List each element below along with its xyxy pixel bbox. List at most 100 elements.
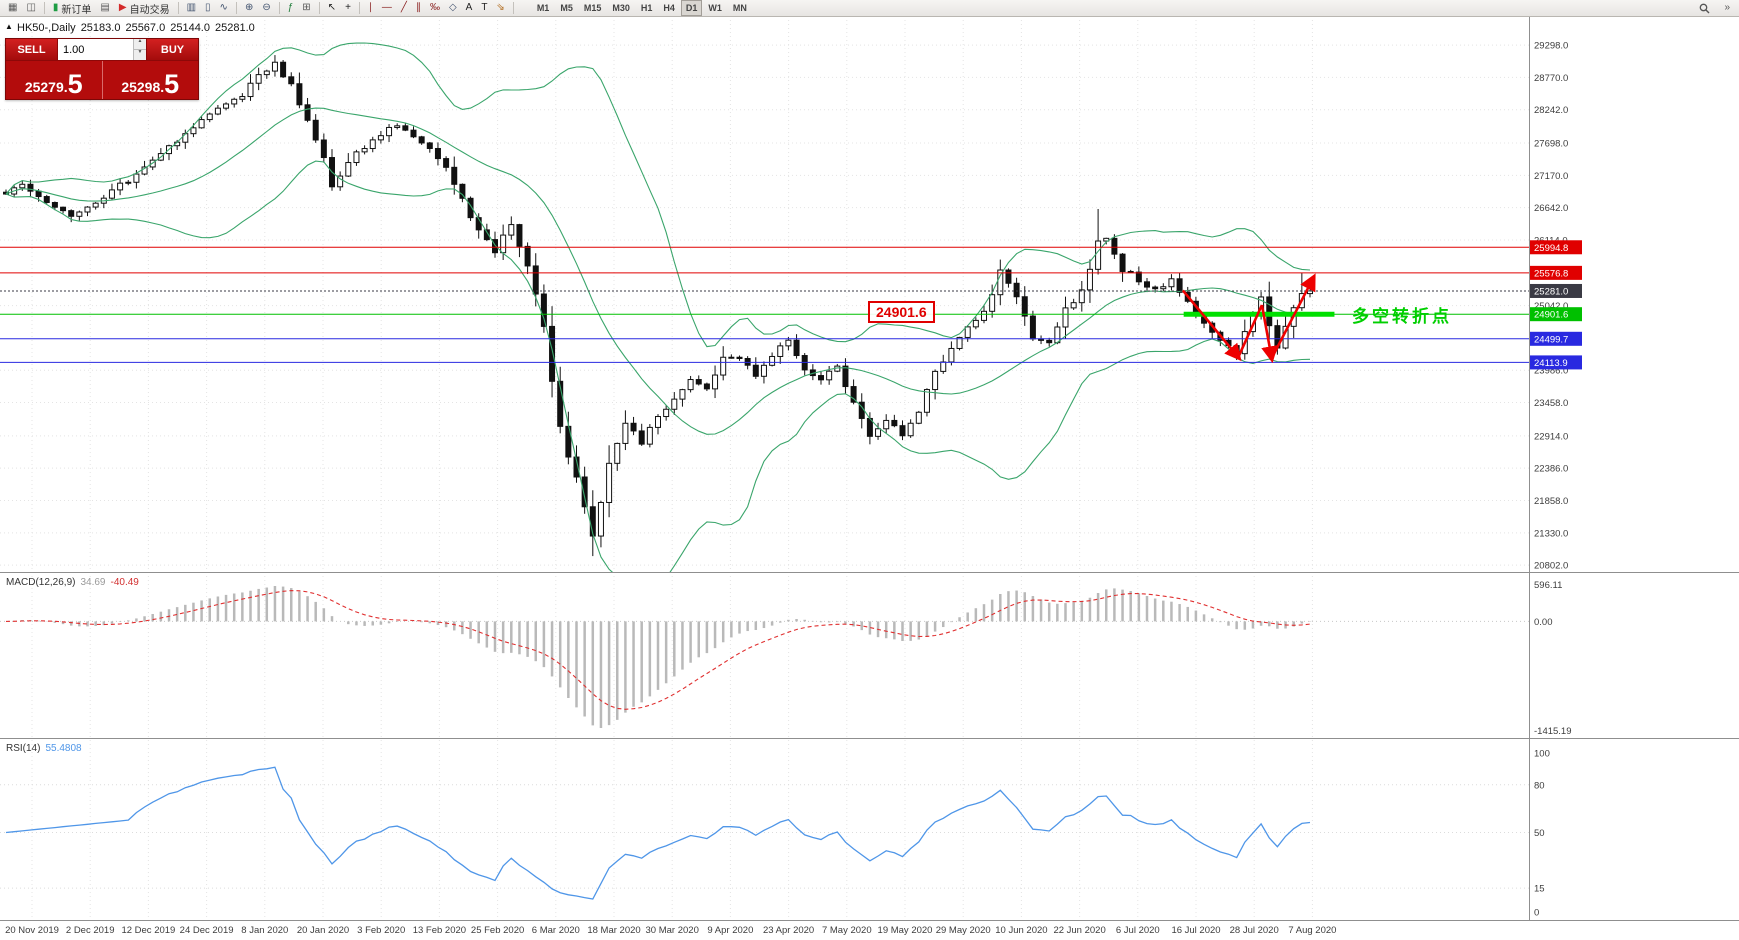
price-tag: 25994.8 bbox=[1530, 240, 1582, 255]
ohlc-low: 25144.0 bbox=[170, 22, 210, 34]
profiles-icon: ⊞ bbox=[302, 2, 311, 13]
macd-pane bbox=[0, 586, 1529, 728]
indicators-icon[interactable]: ƒ bbox=[284, 1, 298, 16]
svg-text:19 May 2020: 19 May 2020 bbox=[878, 925, 933, 936]
auto-trading-button[interactable]: ▶ 自动交易 bbox=[115, 1, 174, 16]
toolbar-separator bbox=[512, 2, 514, 14]
lot-increase-button[interactable]: ▲ bbox=[134, 39, 146, 50]
svg-text:-1415.19: -1415.19 bbox=[1534, 726, 1572, 737]
vertical-line-icon[interactable]: ∣ bbox=[364, 1, 377, 16]
text-icon: A bbox=[465, 2, 473, 13]
chevron-right-icon: » bbox=[1724, 2, 1730, 13]
sell-button[interactable]: SELL bbox=[6, 39, 58, 60]
zoom-out-icon[interactable]: ⊖ bbox=[258, 1, 274, 16]
svg-text:27698.0: 27698.0 bbox=[1534, 139, 1568, 150]
lot-spinner: ▲ ▼ bbox=[133, 39, 146, 60]
svg-text:25994.8: 25994.8 bbox=[1534, 243, 1568, 254]
rsi-pane bbox=[0, 766, 1529, 900]
macd-indicator-label: MACD(12,26,9) 34.69 -40.49 bbox=[6, 577, 139, 588]
cursor-icon[interactable]: ↖ bbox=[324, 1, 340, 16]
charts-menu-icon[interactable]: ▤ bbox=[96, 1, 113, 16]
svg-text:23 Apr 2020: 23 Apr 2020 bbox=[763, 925, 814, 936]
timeframe-m5[interactable]: M5 bbox=[555, 0, 578, 16]
timeframe-m1[interactable]: M1 bbox=[532, 0, 555, 16]
toolbar-separator bbox=[43, 2, 45, 14]
search-button[interactable] bbox=[1696, 1, 1713, 16]
svg-text:22386.0: 22386.0 bbox=[1534, 464, 1568, 475]
buy-price[interactable]: 25298. 5 bbox=[101, 61, 198, 99]
timeframe-m30[interactable]: M30 bbox=[607, 0, 635, 16]
more-tools-button[interactable]: » bbox=[1721, 1, 1733, 16]
svg-text:7 May 2020: 7 May 2020 bbox=[822, 925, 872, 936]
svg-text:100: 100 bbox=[1534, 749, 1550, 760]
bar-chart-icon: ▥ bbox=[186, 2, 197, 13]
toolbar-separator bbox=[235, 2, 237, 14]
auto-trading-icon: ▶ bbox=[118, 2, 127, 13]
svg-text:29 May 2020: 29 May 2020 bbox=[936, 925, 991, 936]
new-order-button-label: 新订单 bbox=[61, 4, 92, 16]
trendline-icon[interactable]: ╱ bbox=[397, 1, 411, 16]
sell-price[interactable]: 25279. 5 bbox=[6, 61, 102, 99]
svg-text:20802.0: 20802.0 bbox=[1534, 561, 1568, 572]
svg-text:3 Feb 2020: 3 Feb 2020 bbox=[357, 925, 405, 936]
candlestick-chart-icon[interactable]: ▯ bbox=[201, 1, 215, 16]
tile-windows-icon[interactable]: ◫ bbox=[22, 1, 39, 16]
arrows-icon[interactable]: ⇘ bbox=[492, 1, 508, 16]
shapes-icon[interactable]: ◇ bbox=[445, 1, 461, 16]
svg-text:28770.0: 28770.0 bbox=[1534, 73, 1568, 84]
new-order-button[interactable]: ▮ 新订单 bbox=[49, 1, 96, 16]
toolbar-button-group: ▦ ◫ ▮ 新订单 ▤ ▶ 自动交易 ▥ ▯ ∿ ⊕ ⊖ ƒ ⊞ ↖ + ∣ ― ╱ ∥ ‰ ◇ A T ⇘ bbox=[4, 1, 517, 16]
timeframe-w1[interactable]: W1 bbox=[703, 0, 727, 16]
svg-text:0.00: 0.00 bbox=[1534, 617, 1553, 628]
toolbar: ▦ ◫ ▮ 新订单 ▤ ▶ 自动交易 ▥ ▯ ∿ ⊕ ⊖ ƒ ⊞ ↖ + ∣ ― ╱ ∥ ‰ ◇ A T ⇘ M1 M5 M15 M3… bbox=[0, 0, 1739, 17]
svg-text:29298.0: 29298.0 bbox=[1534, 41, 1568, 52]
timeframe-m15[interactable]: M15 bbox=[579, 0, 607, 16]
timeframe-mn[interactable]: MN bbox=[728, 0, 752, 16]
channel-icon[interactable]: ∥ bbox=[412, 1, 425, 16]
svg-text:24 Dec 2019: 24 Dec 2019 bbox=[180, 925, 234, 936]
profiles-icon[interactable]: ⊞ bbox=[298, 1, 314, 16]
horizontal-line-icon[interactable]: ― bbox=[378, 1, 396, 16]
fibonacci-icon[interactable]: ‰ bbox=[426, 1, 444, 16]
svg-text:9 Apr 2020: 9 Apr 2020 bbox=[707, 925, 753, 936]
ohlc-high: 25567.0 bbox=[125, 22, 166, 34]
lot-decrease-button[interactable]: ▼ bbox=[134, 50, 146, 60]
crosshair-icon[interactable]: + bbox=[341, 1, 355, 16]
timeframe-d1[interactable]: D1 bbox=[680, 0, 703, 16]
collapse-panel-arrow[interactable]: ▲ bbox=[5, 22, 13, 31]
svg-text:24901.6: 24901.6 bbox=[1534, 310, 1568, 321]
svg-text:28 Jul 2020: 28 Jul 2020 bbox=[1230, 925, 1279, 936]
ohlc-close: 25281.0 bbox=[214, 22, 255, 34]
price-tag: 24499.7 bbox=[1530, 331, 1582, 346]
svg-text:21858.0: 21858.0 bbox=[1534, 496, 1568, 507]
zoom-in-icon[interactable]: ⊕ bbox=[241, 1, 257, 16]
line-chart-icon: ∿ bbox=[219, 2, 228, 13]
svg-text:80: 80 bbox=[1534, 780, 1545, 791]
channel-icon: ∥ bbox=[415, 2, 421, 13]
sell-price-main: 25279. bbox=[24, 79, 68, 96]
bar-chart-icon[interactable]: ▥ bbox=[183, 1, 200, 16]
svg-text:596.11: 596.11 bbox=[1534, 580, 1562, 591]
line-chart-icon[interactable]: ∿ bbox=[216, 1, 232, 16]
rsi-indicator-label: RSI(14) 55.4808 bbox=[6, 743, 82, 754]
lot-size-input[interactable] bbox=[58, 39, 133, 60]
svg-text:28242.0: 28242.0 bbox=[1534, 105, 1568, 116]
timeframe-h4[interactable]: H4 bbox=[658, 0, 680, 16]
macd-main-value: 34.69 bbox=[80, 577, 106, 588]
svg-text:12 Dec 2019: 12 Dec 2019 bbox=[121, 925, 175, 936]
svg-text:6 Mar 2020: 6 Mar 2020 bbox=[532, 925, 580, 936]
svg-text:23986.0: 23986.0 bbox=[1534, 366, 1568, 377]
price-level-label[interactable]: 24901.6 bbox=[868, 301, 935, 323]
svg-text:22 Jun 2020: 22 Jun 2020 bbox=[1053, 925, 1105, 936]
timeframe-h1[interactable]: H1 bbox=[636, 0, 658, 16]
text-icon[interactable]: A bbox=[462, 1, 477, 16]
vertical-line-icon: ∣ bbox=[367, 2, 373, 13]
price-tag: 24901.6 bbox=[1530, 307, 1582, 322]
drawn-annotations bbox=[1181, 273, 1335, 364]
label-icon[interactable]: T bbox=[477, 1, 491, 16]
chart-window-icon[interactable]: ▦ bbox=[4, 1, 21, 16]
cursor-icon: ↖ bbox=[327, 2, 337, 13]
svg-text:20 Nov 2019: 20 Nov 2019 bbox=[5, 925, 59, 936]
buy-button[interactable]: BUY bbox=[146, 39, 198, 60]
